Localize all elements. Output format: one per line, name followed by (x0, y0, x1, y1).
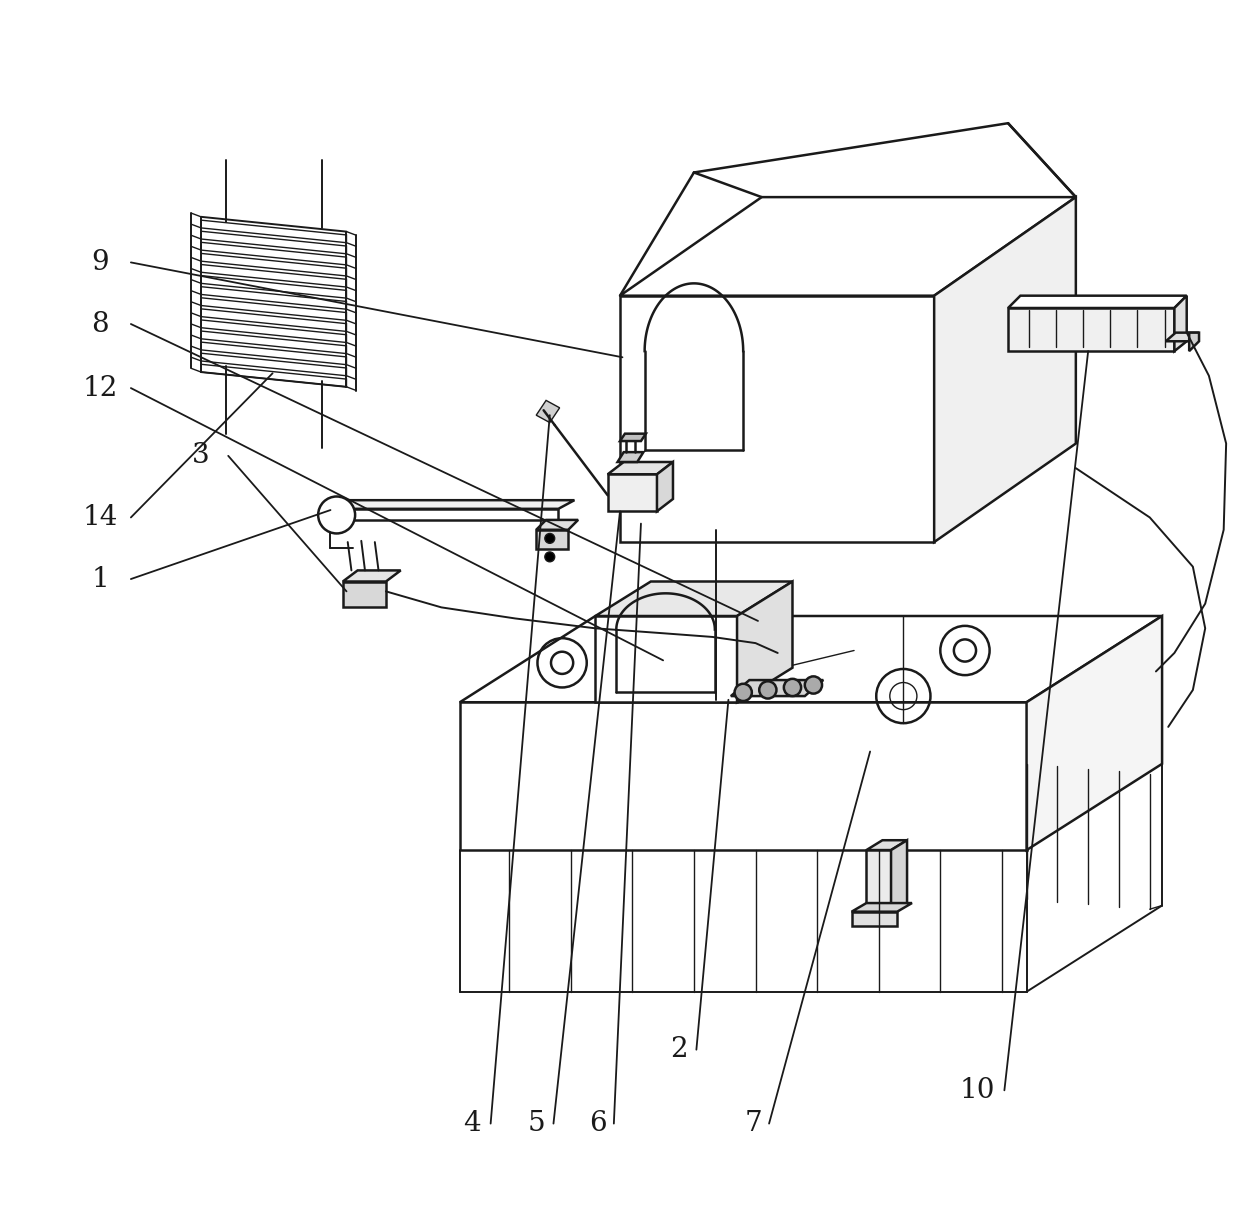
Polygon shape (730, 680, 823, 696)
Text: 12: 12 (82, 375, 118, 402)
Polygon shape (608, 462, 673, 474)
Text: 1: 1 (92, 565, 109, 593)
Polygon shape (201, 354, 346, 376)
Polygon shape (595, 582, 792, 616)
Polygon shape (201, 243, 346, 265)
Text: 14: 14 (82, 504, 118, 531)
Polygon shape (1189, 333, 1199, 351)
Polygon shape (618, 452, 644, 462)
Polygon shape (1008, 308, 1174, 351)
Polygon shape (620, 296, 934, 542)
Polygon shape (620, 197, 1076, 296)
Text: 6: 6 (589, 1110, 606, 1137)
Polygon shape (1008, 296, 1187, 308)
Polygon shape (331, 500, 574, 509)
Circle shape (759, 681, 776, 699)
Circle shape (544, 552, 554, 562)
Polygon shape (342, 582, 386, 607)
Polygon shape (460, 616, 1162, 702)
Polygon shape (737, 582, 792, 702)
Polygon shape (620, 434, 646, 441)
Circle shape (784, 679, 801, 696)
Polygon shape (342, 570, 401, 582)
Text: 2: 2 (671, 1036, 688, 1063)
Text: 7: 7 (744, 1110, 761, 1137)
Circle shape (319, 496, 355, 533)
Polygon shape (201, 342, 346, 365)
Polygon shape (201, 232, 346, 254)
Polygon shape (201, 309, 346, 331)
Polygon shape (536, 520, 578, 530)
Circle shape (805, 676, 822, 694)
Text: 9: 9 (92, 249, 109, 276)
Polygon shape (1174, 296, 1187, 351)
Polygon shape (934, 197, 1076, 542)
Polygon shape (867, 850, 892, 912)
Polygon shape (595, 616, 737, 702)
Polygon shape (867, 840, 906, 850)
Polygon shape (331, 509, 558, 520)
Text: 10: 10 (960, 1077, 994, 1104)
Polygon shape (852, 903, 911, 912)
Polygon shape (201, 320, 346, 342)
Text: 8: 8 (92, 310, 109, 338)
Text: 4: 4 (464, 1110, 481, 1137)
Polygon shape (201, 331, 346, 354)
Polygon shape (536, 530, 568, 549)
Polygon shape (201, 298, 346, 320)
Polygon shape (657, 462, 673, 511)
Polygon shape (1027, 616, 1162, 850)
Polygon shape (536, 400, 559, 423)
Polygon shape (201, 276, 346, 298)
Polygon shape (1166, 333, 1199, 341)
Polygon shape (892, 840, 906, 912)
Polygon shape (201, 254, 346, 276)
Circle shape (734, 684, 751, 701)
Polygon shape (201, 265, 346, 287)
Circle shape (544, 533, 554, 543)
Polygon shape (201, 365, 346, 387)
Polygon shape (460, 702, 1027, 850)
Text: 5: 5 (527, 1110, 546, 1137)
Polygon shape (201, 287, 346, 309)
Polygon shape (608, 474, 657, 511)
Polygon shape (852, 912, 898, 926)
Polygon shape (201, 221, 346, 243)
Text: 3: 3 (192, 442, 210, 469)
